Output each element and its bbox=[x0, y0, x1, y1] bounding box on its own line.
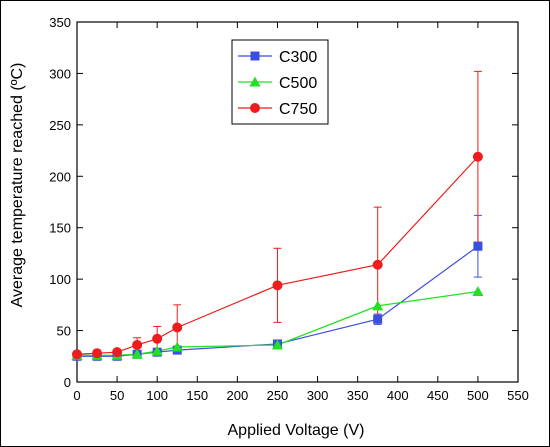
data-point-c750 bbox=[272, 280, 283, 291]
y-tick-label: 300 bbox=[49, 66, 71, 81]
data-point-c750 bbox=[472, 151, 483, 162]
y-axis-title: Average temperature reached (ºC) bbox=[9, 63, 26, 308]
data-point-c300 bbox=[473, 241, 483, 251]
y-tick-label: 250 bbox=[49, 118, 71, 133]
x-tick-label: 450 bbox=[427, 388, 449, 403]
data-point-c500 bbox=[271, 339, 283, 350]
data-point-c300 bbox=[373, 314, 383, 324]
legend-marker-c300 bbox=[250, 51, 260, 61]
x-axis-title: Applied Voltage (V) bbox=[228, 422, 365, 439]
legend-marker-c500 bbox=[249, 76, 261, 87]
data-point-c750 bbox=[112, 347, 123, 358]
data-point-c500 bbox=[151, 345, 163, 356]
x-tick-label: 200 bbox=[227, 388, 249, 403]
data-point-c750 bbox=[72, 349, 82, 360]
legend-label-c300: C300 bbox=[279, 49, 317, 66]
y-tick-label: 0 bbox=[64, 375, 71, 390]
x-tick-label: 500 bbox=[467, 388, 489, 403]
y-tick-label: 150 bbox=[49, 221, 71, 236]
data-point-c750 bbox=[132, 339, 143, 350]
data-point-c500 bbox=[131, 348, 143, 359]
data-point-c500 bbox=[372, 300, 384, 311]
legend-marker-c750 bbox=[250, 103, 260, 113]
y-tick-label: 200 bbox=[49, 169, 71, 184]
x-tick-label: 300 bbox=[307, 388, 329, 403]
y-tick-label: 100 bbox=[49, 272, 71, 287]
x-tick-label: 100 bbox=[146, 388, 168, 403]
x-tick-label: 350 bbox=[347, 388, 369, 403]
legend-label-c500: C500 bbox=[279, 75, 317, 92]
data-point-c500 bbox=[472, 285, 484, 296]
plot-area-border bbox=[76, 21, 519, 383]
x-tick-label: 550 bbox=[507, 388, 529, 403]
y-tick-label: 50 bbox=[57, 324, 71, 339]
data-point-c750 bbox=[152, 333, 163, 344]
x-tick-label: 150 bbox=[186, 388, 208, 403]
x-tick-label: 250 bbox=[267, 388, 289, 403]
data-point-c750 bbox=[372, 259, 383, 270]
x-tick-label: 400 bbox=[387, 388, 409, 403]
data-point-c500 bbox=[171, 341, 183, 352]
legend-label-c750: C750 bbox=[279, 101, 317, 118]
data-point-c750 bbox=[92, 348, 103, 359]
data-point-c750 bbox=[172, 322, 183, 333]
y-tick-label: 350 bbox=[49, 15, 71, 30]
x-tick-label: 50 bbox=[110, 388, 124, 403]
x-tick-label: 0 bbox=[73, 388, 80, 403]
